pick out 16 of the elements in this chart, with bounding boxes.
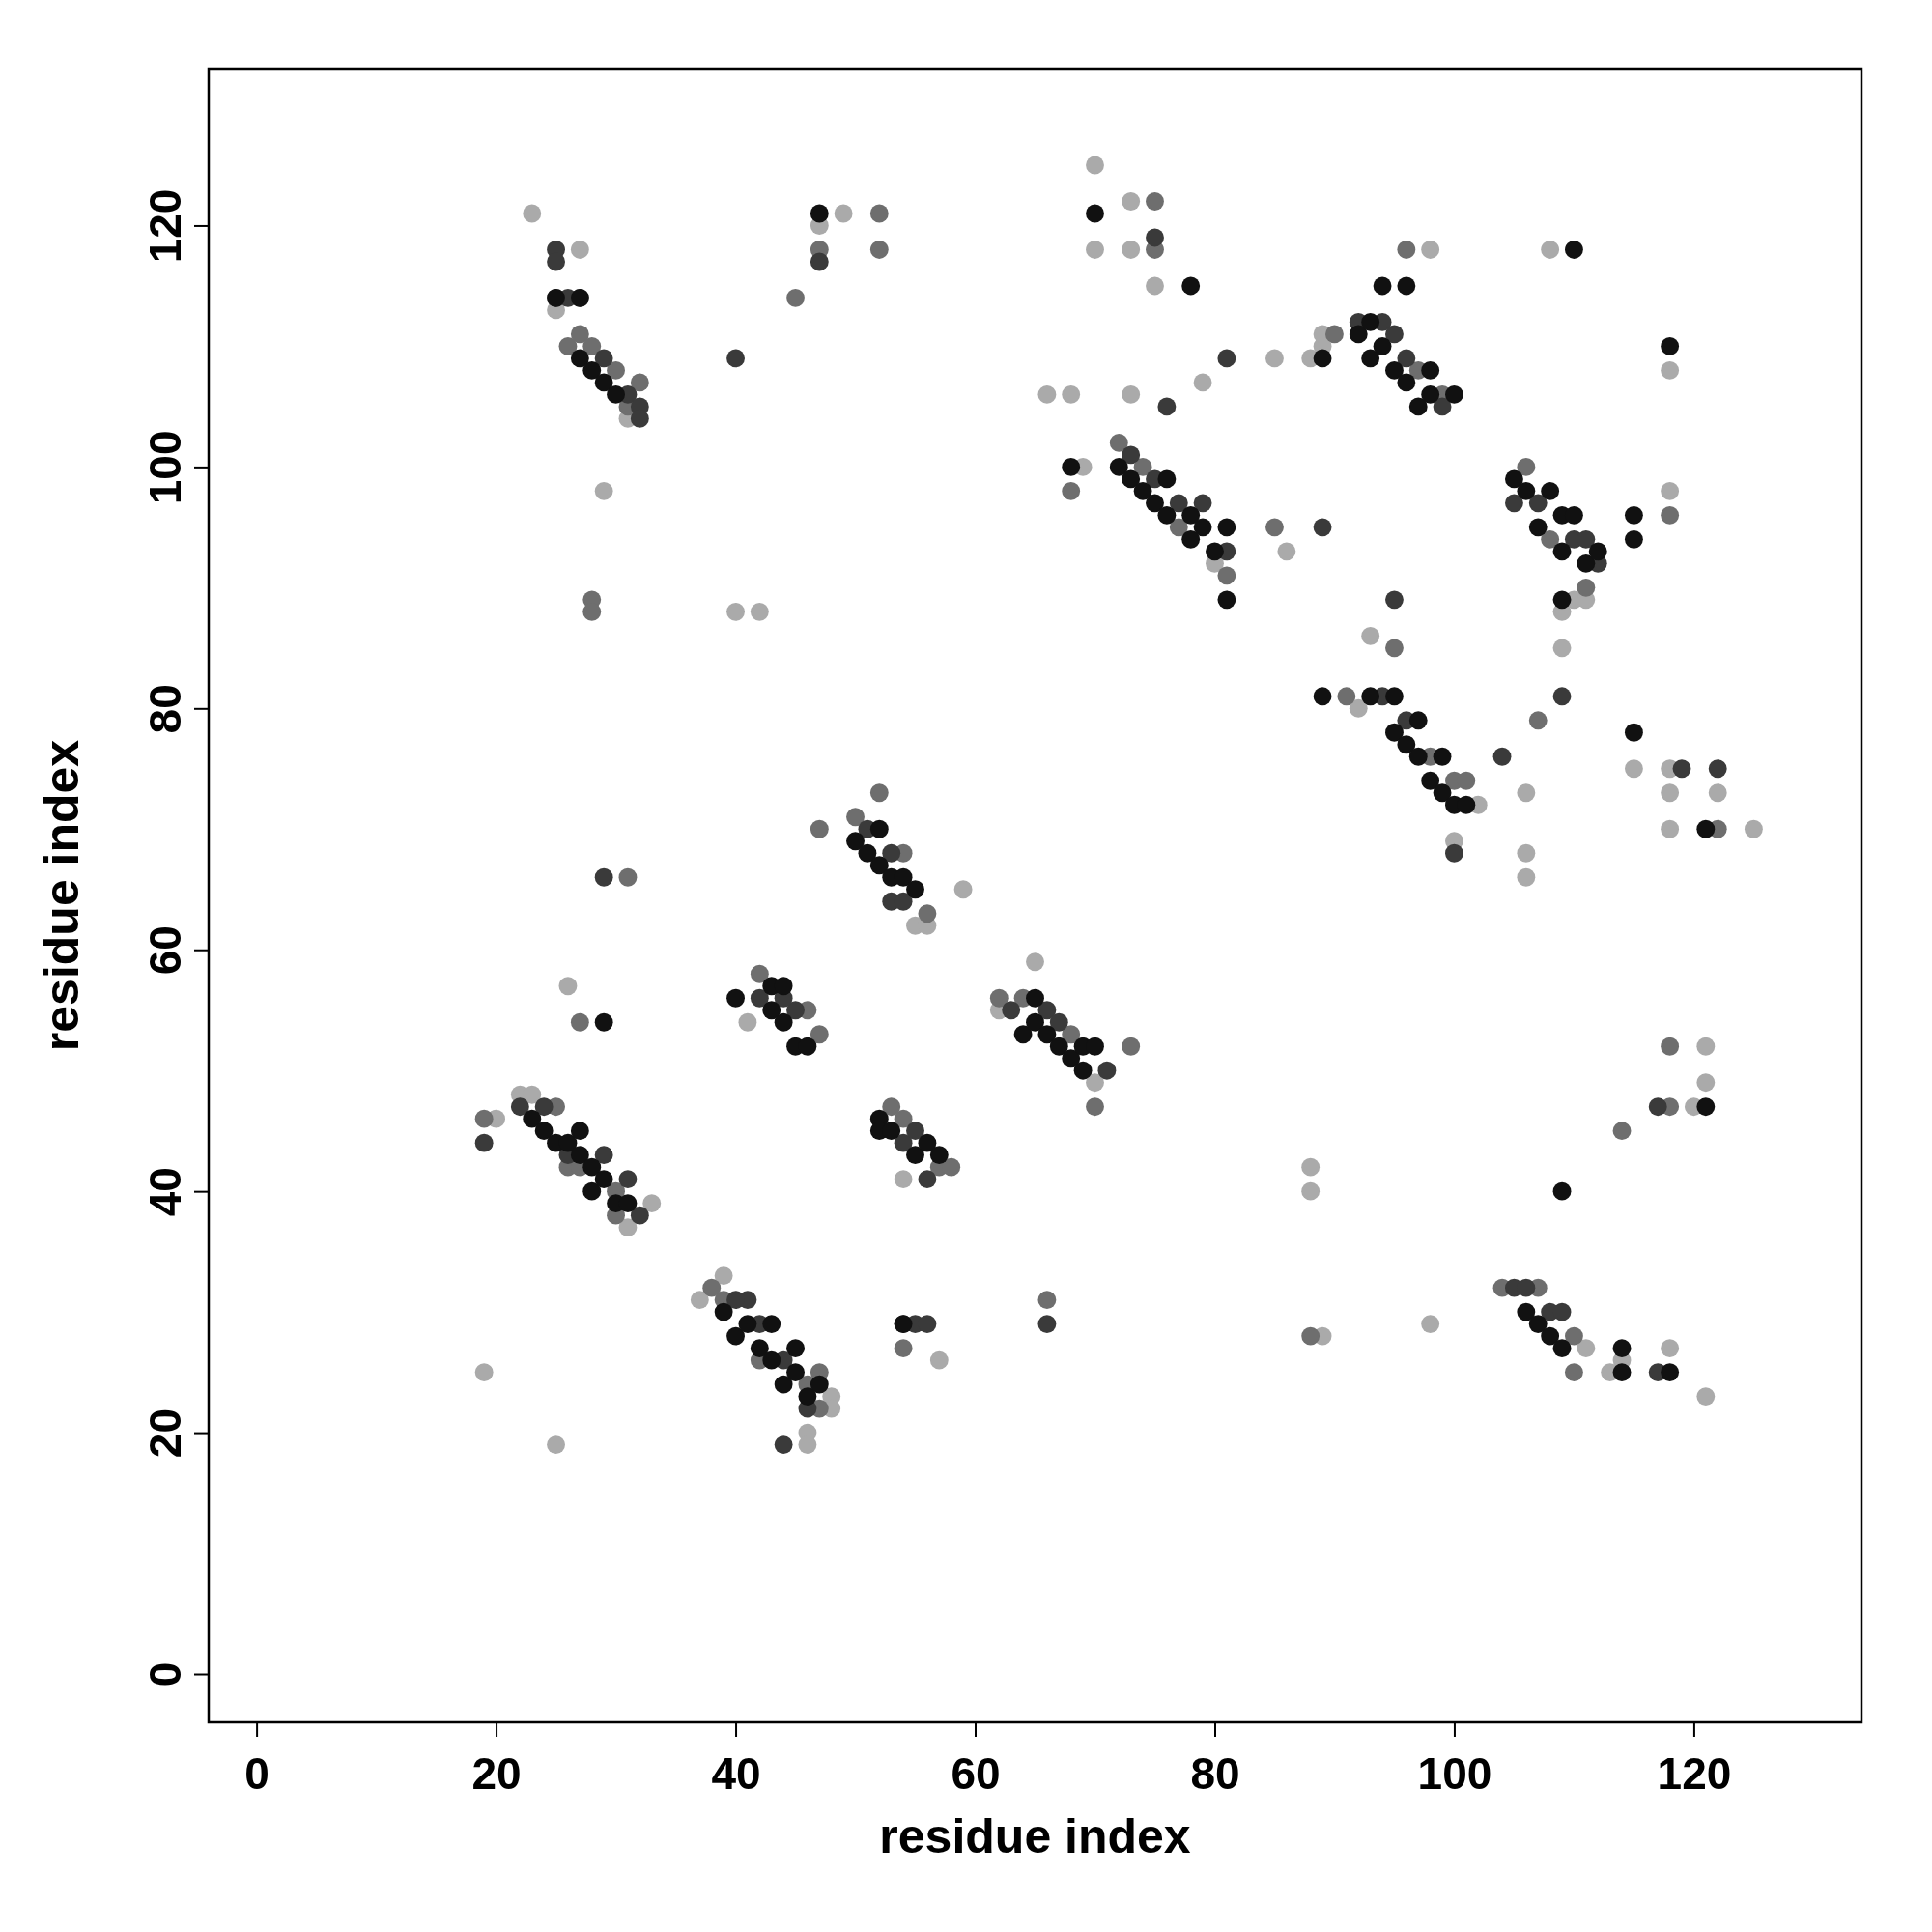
- x-tick-label: 40: [711, 1747, 761, 1799]
- x-tick-label: 60: [951, 1747, 1001, 1799]
- x-tick-label: 100: [1417, 1747, 1492, 1799]
- x-tick-label: 0: [244, 1747, 270, 1799]
- x-tick-label: 80: [1190, 1747, 1240, 1799]
- y-tick-label: 80: [140, 684, 191, 734]
- x-axis-title: residue index: [879, 1809, 1191, 1863]
- y-tick-label: 100: [140, 430, 191, 505]
- x-tick-label: 120: [1657, 1747, 1732, 1799]
- y-tick-label: 40: [140, 1167, 191, 1217]
- y-tick-label: 120: [140, 188, 191, 264]
- y-tick-label: 20: [140, 1408, 191, 1459]
- y-axis-title: residue index: [35, 739, 89, 1052]
- y-tick-label: 0: [140, 1662, 191, 1688]
- y-tick-label: 60: [140, 925, 191, 976]
- x-tick-label: 20: [471, 1747, 522, 1799]
